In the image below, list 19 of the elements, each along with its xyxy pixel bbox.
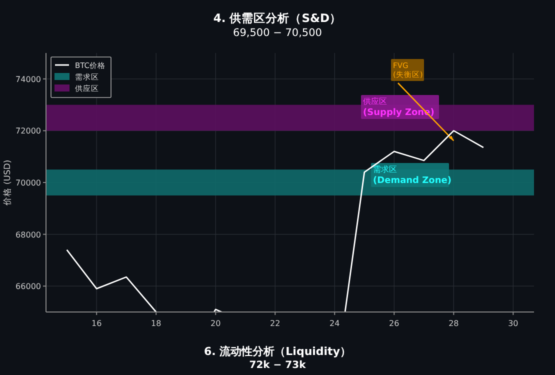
chart-title: 4. 供需区分析（S&D）: [213, 11, 342, 25]
y-tick-label: 72000: [16, 126, 41, 136]
x-tick-label: 28: [448, 319, 459, 328]
y-tick-label: 68000: [16, 230, 41, 240]
x-tick-label: 16: [91, 319, 102, 328]
x-tick-label: 30: [508, 319, 518, 328]
y-axis-title: 价格 (USD): [2, 160, 13, 206]
y-tick-label: 66000: [16, 282, 41, 292]
x-tick-label: 18: [151, 319, 162, 328]
text: 72k − 73k: [249, 360, 306, 371]
x-tick-label: 26: [389, 319, 400, 328]
annotation: 需求区 (Demand Zone): [371, 163, 452, 187]
y-tick-label: 70000: [16, 178, 41, 188]
x-tick-label: 24: [330, 319, 340, 328]
y-tick-label: 74000: [16, 74, 41, 84]
x-tick-label: 22: [270, 319, 280, 328]
x-tick-label: 20: [210, 319, 221, 328]
chart-subtitle: 69,500 − 70,500: [233, 27, 322, 39]
text: 6. 流动性分析（Liquidity）: [204, 345, 351, 358]
